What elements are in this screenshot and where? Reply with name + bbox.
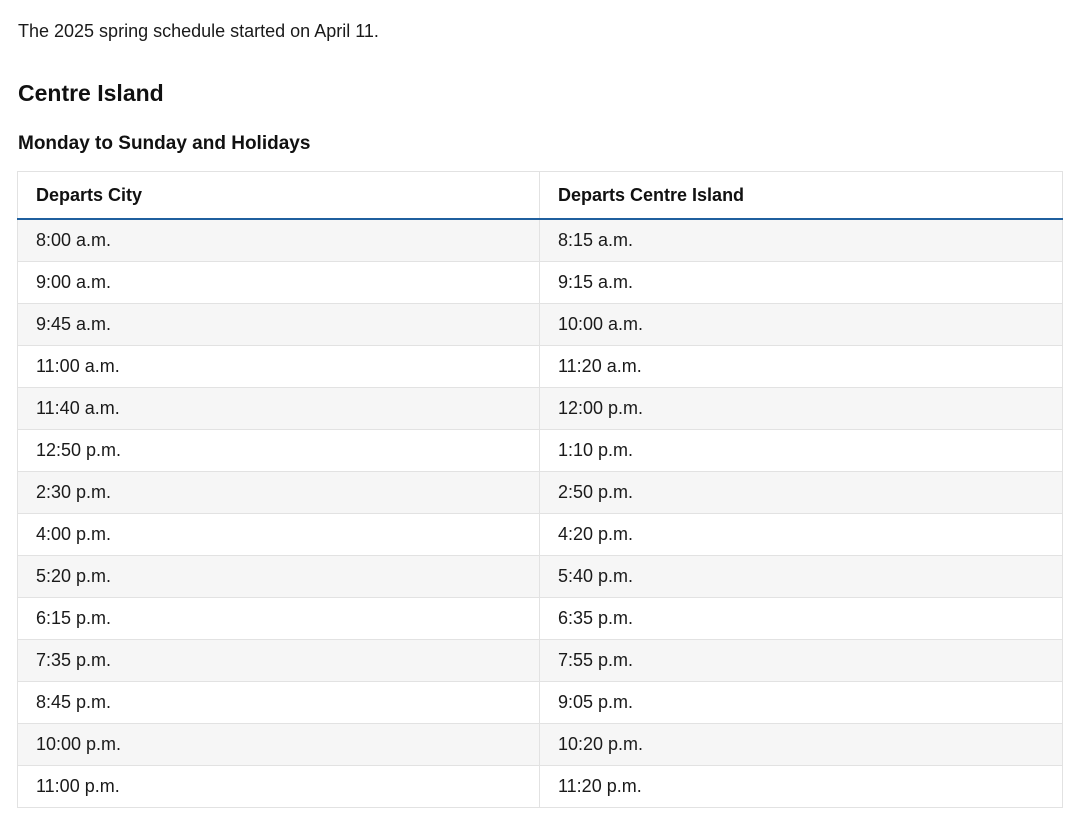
table-row: 5:20 p.m. 5:40 p.m. xyxy=(17,555,1063,598)
table-row: 8:00 a.m. 8:15 a.m. xyxy=(17,218,1063,262)
header-departs-city: Departs City xyxy=(17,171,540,220)
table-row: 9:45 a.m. 10:00 a.m. xyxy=(17,303,1063,346)
departs-city-cell: 11:40 a.m. xyxy=(17,387,540,430)
departs-island-cell: 2:50 p.m. xyxy=(539,471,1063,514)
table-row: 7:35 p.m. 7:55 p.m. xyxy=(17,639,1063,682)
schedule-subtitle: Monday to Sunday and Holidays xyxy=(18,133,311,154)
departs-island-cell: 12:00 p.m. xyxy=(539,387,1063,430)
departs-island-cell: 1:10 p.m. xyxy=(539,429,1063,472)
departs-city-cell: 4:00 p.m. xyxy=(17,513,540,556)
departs-city-cell: 12:50 p.m. xyxy=(17,429,540,472)
departs-city-cell: 8:00 a.m. xyxy=(17,218,540,262)
table-row: 11:00 a.m. 11:20 a.m. xyxy=(17,345,1063,388)
table-row: 6:15 p.m. 6:35 p.m. xyxy=(17,597,1063,640)
ferry-schedule-table: Departs City Departs Centre Island 8:00 … xyxy=(17,171,1063,808)
departs-city-cell: 9:45 a.m. xyxy=(17,303,540,346)
departs-island-cell: 6:35 p.m. xyxy=(539,597,1063,640)
departs-city-cell: 10:00 p.m. xyxy=(17,723,540,766)
table-row: 2:30 p.m. 2:50 p.m. xyxy=(17,471,1063,514)
departs-island-cell: 9:05 p.m. xyxy=(539,681,1063,724)
schedule-intro-text: The 2025 spring schedule started on Apri… xyxy=(18,21,379,41)
departs-city-cell: 2:30 p.m. xyxy=(17,471,540,514)
table-row: 11:00 p.m. 11:20 p.m. xyxy=(17,765,1063,808)
table-row: 11:40 a.m. 12:00 p.m. xyxy=(17,387,1063,430)
departs-city-cell: 5:20 p.m. xyxy=(17,555,540,598)
departs-island-cell: 8:15 a.m. xyxy=(539,218,1063,262)
departs-city-cell: 8:45 p.m. xyxy=(17,681,540,724)
departs-city-cell: 7:35 p.m. xyxy=(17,639,540,682)
departs-island-cell: 11:20 p.m. xyxy=(539,765,1063,808)
departs-island-cell: 10:00 a.m. xyxy=(539,303,1063,346)
departs-island-cell: 4:20 p.m. xyxy=(539,513,1063,556)
departs-city-cell: 6:15 p.m. xyxy=(17,597,540,640)
departs-island-cell: 5:40 p.m. xyxy=(539,555,1063,598)
table-row: 12:50 p.m. 1:10 p.m. xyxy=(17,429,1063,472)
departs-city-cell: 11:00 p.m. xyxy=(17,765,540,808)
table-row: 10:00 p.m. 10:20 p.m. xyxy=(17,723,1063,766)
departs-city-cell: 9:00 a.m. xyxy=(17,261,540,304)
table-row: 4:00 p.m. 4:20 p.m. xyxy=(17,513,1063,556)
departs-island-cell: 11:20 a.m. xyxy=(539,345,1063,388)
table-row: 8:45 p.m. 9:05 p.m. xyxy=(17,681,1063,724)
header-departs-centre-island: Departs Centre Island xyxy=(539,171,1063,220)
section-title: Centre Island xyxy=(18,80,164,106)
departs-island-cell: 10:20 p.m. xyxy=(539,723,1063,766)
departs-island-cell: 9:15 a.m. xyxy=(539,261,1063,304)
departs-city-cell: 11:00 a.m. xyxy=(17,345,540,388)
departs-island-cell: 7:55 p.m. xyxy=(539,639,1063,682)
table-row: 9:00 a.m. 9:15 a.m. xyxy=(17,261,1063,304)
table-header-row: Departs City Departs Centre Island xyxy=(17,171,1063,220)
